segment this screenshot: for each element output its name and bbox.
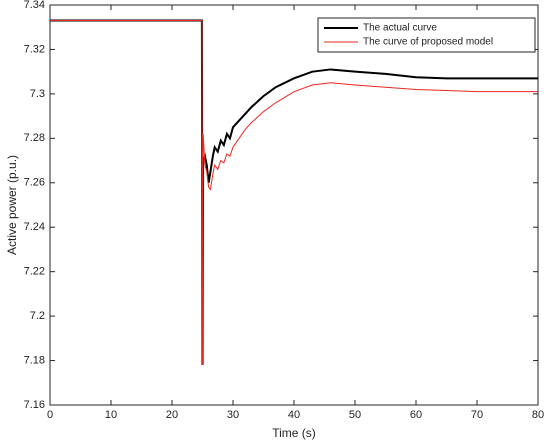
y-tick-label: 7.34 <box>24 0 45 11</box>
x-tick-label: 50 <box>349 409 361 421</box>
y-tick-label: 7.28 <box>24 132 45 144</box>
series-line <box>50 20 538 366</box>
x-tick-label: 70 <box>471 409 483 421</box>
legend-label: The curve of proposed model <box>363 37 493 48</box>
legend-box <box>317 17 536 53</box>
x-tick-label: 80 <box>532 409 544 421</box>
series-line <box>50 19 538 366</box>
y-tick-label: 7.3 <box>30 88 45 100</box>
plot-area <box>49 4 539 406</box>
y-axis-label: Active power (p.u.) <box>5 155 19 255</box>
x-tick-label: 20 <box>166 409 178 421</box>
y-tick-label: 7.26 <box>24 177 45 189</box>
y-tick-label: 7.24 <box>24 221 45 233</box>
x-tick-label: 60 <box>410 409 422 421</box>
y-tick-label: 7.22 <box>24 266 45 278</box>
x-axis-label: Time (s) <box>272 426 316 440</box>
y-tick-label: 7.16 <box>24 399 45 411</box>
x-tick-label: 40 <box>288 409 300 421</box>
y-tick-label: 7.2 <box>30 310 45 322</box>
legend-label: The actual curve <box>363 23 437 34</box>
y-tick-label: 7.32 <box>24 43 45 55</box>
y-tick-label: 7.18 <box>24 354 45 366</box>
x-tick-label: 30 <box>227 409 239 421</box>
x-tick-label: 0 <box>47 409 53 421</box>
x-tick-label: 10 <box>105 409 117 421</box>
